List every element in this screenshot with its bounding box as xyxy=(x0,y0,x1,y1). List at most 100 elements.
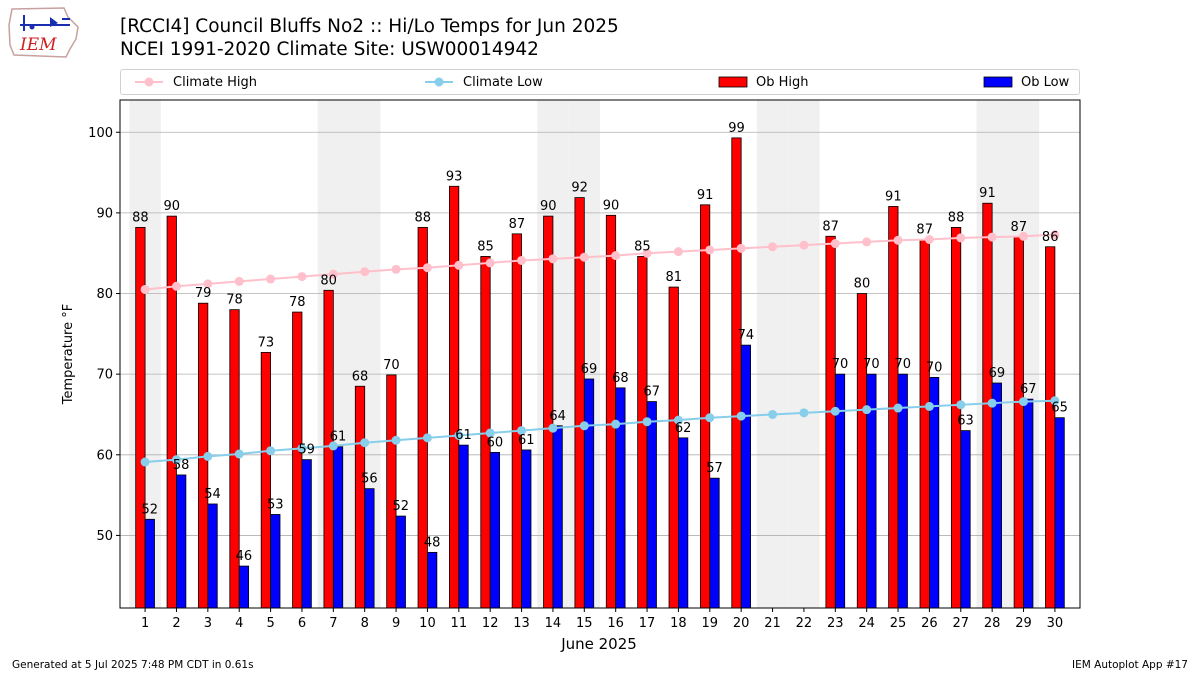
y-tick-label-80: 80 xyxy=(96,287,113,302)
climate-high-point-day-26 xyxy=(924,234,934,244)
ob-low-bar-day-30 xyxy=(1054,417,1065,609)
ob-high-bar-day-7 xyxy=(323,289,334,609)
ob-low-label-day-3: 54 xyxy=(204,487,221,502)
climate-low-point-day-7 xyxy=(328,441,338,451)
ob-high-label-day-13: 87 xyxy=(509,217,526,232)
climate-high-point-day-13 xyxy=(517,255,527,265)
climate-low-line xyxy=(145,399,1055,464)
climate-low-point-day-29 xyxy=(1019,397,1029,407)
ob-high-label-day-12: 85 xyxy=(477,239,494,254)
chart-legend: Climate High Climate Low Ob High Ob Low xyxy=(120,69,1080,95)
ob-low-label-day-8: 56 xyxy=(361,472,378,487)
ob-low-bar-day-26 xyxy=(929,376,940,609)
legend-ob-low: Ob Low xyxy=(983,70,1069,94)
footer-generated: Generated at 5 Jul 2025 7:48 PM CDT in 0… xyxy=(12,659,254,671)
ob-high-label-day-29: 87 xyxy=(1011,220,1028,235)
x-tick-label-10: 10 xyxy=(419,616,436,631)
ob-high-bar-day-2 xyxy=(166,215,177,609)
ob-high-label-day-17: 85 xyxy=(634,239,651,254)
ob-high-bar-day-10 xyxy=(417,227,428,609)
climate-low-point-day-21 xyxy=(768,409,778,419)
climate-low-point-day-28 xyxy=(987,398,997,408)
ob-high-label-day-4: 78 xyxy=(226,293,243,308)
ob-high-label-day-15: 92 xyxy=(571,181,588,196)
ob-low-bar-day-6 xyxy=(301,459,312,609)
climate-high-point-day-21 xyxy=(768,242,778,252)
ob-high-label-day-24: 80 xyxy=(854,277,871,292)
ob-high-bar-day-23 xyxy=(825,235,836,609)
footer-app: IEM Autoplot App #17 xyxy=(1072,659,1188,671)
weekend-shade-day-28 xyxy=(976,100,1008,608)
ob-low-bar-day-28 xyxy=(991,382,1002,609)
ob-high-bar-day-25 xyxy=(888,206,899,609)
ob-high-label-day-20: 99 xyxy=(728,121,745,136)
climate-low-point-day-8 xyxy=(360,438,370,448)
climate-low-point-day-15 xyxy=(579,421,589,431)
bars xyxy=(135,137,1065,609)
y-tick-label-70: 70 xyxy=(96,368,113,383)
climate-high-point-day-22 xyxy=(799,240,809,250)
ob-low-bar-day-4 xyxy=(238,565,250,609)
x-tick-label-7: 7 xyxy=(329,616,337,631)
climate-high-point-day-5 xyxy=(266,274,276,284)
ob-low-bar-day-17 xyxy=(646,401,657,609)
ob-high-label-day-11: 93 xyxy=(446,169,463,184)
climate-low-point-day-2 xyxy=(171,455,181,465)
climate-high-point-day-9 xyxy=(391,264,401,274)
weekend-shade-day-29 xyxy=(1007,100,1040,608)
ob-low-label-day-19: 57 xyxy=(706,461,723,476)
ob-high-bar-day-27 xyxy=(950,227,962,609)
x-tick-label-25: 25 xyxy=(890,616,907,631)
x-tick-label-12: 12 xyxy=(482,616,499,631)
legend-climate-low-swatch xyxy=(425,77,453,87)
iem-logo: IEM xyxy=(8,7,79,58)
ob-high-label-day-8: 68 xyxy=(352,369,369,384)
climate-high-point-day-24 xyxy=(862,237,872,247)
weekend-shade-day-21 xyxy=(756,100,789,608)
ob-high-bar-day-15 xyxy=(574,197,585,609)
climate-high-point-day-6 xyxy=(297,272,307,282)
x-tick-label-19: 19 xyxy=(702,616,719,631)
ob-low-label-day-23: 70 xyxy=(832,357,849,372)
legend-ob-high: Ob High xyxy=(718,70,809,94)
x-axis-label: June 2025 xyxy=(560,635,637,653)
ob-high-bar-day-28 xyxy=(982,202,993,609)
climate-high-point-day-27 xyxy=(956,233,966,243)
climate-high-point-day-14 xyxy=(548,254,558,264)
ob-high-label-day-2: 90 xyxy=(163,199,180,214)
legend-climate-high-label: Climate High xyxy=(173,74,258,90)
climate-high-point-day-10 xyxy=(422,263,432,273)
y-axis-label: Temperature °F xyxy=(61,304,76,405)
climate-low-point-day-30 xyxy=(1050,396,1060,406)
legend-ob-high-label: Ob High xyxy=(756,74,809,90)
x-tick-label-15: 15 xyxy=(576,616,593,631)
x-tick-label-22: 22 xyxy=(796,616,813,631)
ob-high-label-day-16: 90 xyxy=(603,198,620,213)
ob-low-label-day-28: 69 xyxy=(989,366,1006,381)
legend-climate-low: Climate Low xyxy=(423,70,543,94)
weekend-shade-day-15 xyxy=(568,100,600,608)
climate-high-point-day-11 xyxy=(454,260,464,270)
ob-low-label-day-10: 48 xyxy=(424,535,441,550)
climate-high-point-day-15 xyxy=(579,252,589,262)
ob-high-label-day-26: 87 xyxy=(916,222,933,237)
x-tick-label-11: 11 xyxy=(451,616,468,631)
data-labels: 88 52 90 58 79 54 78 46 73 53 78 59 80 61 68 56 70 52 88 48… xyxy=(132,121,1068,564)
ob-low-bar-day-29 xyxy=(1023,398,1034,609)
x-tick-label-24: 24 xyxy=(858,616,875,631)
legend-ob-low-label: Ob Low xyxy=(1021,74,1070,90)
climate-low-point-day-3 xyxy=(203,451,213,461)
x-tick-label-30: 30 xyxy=(1047,616,1064,631)
ob-low-bar-day-2 xyxy=(176,474,187,609)
x-tick-label-16: 16 xyxy=(607,616,624,631)
ob-high-bar-day-24 xyxy=(856,293,868,609)
ob-low-label-day-11: 61 xyxy=(455,428,472,443)
climate-high-point-day-16 xyxy=(611,251,621,261)
legend-climate-low-label: Climate Low xyxy=(463,74,543,90)
plot-frame xyxy=(119,99,1081,609)
ob-low-bar-day-11 xyxy=(458,444,469,609)
climate-high-point-day-3 xyxy=(203,279,213,289)
climate-low-point-day-20 xyxy=(736,411,746,421)
ob-low-bar-day-8 xyxy=(364,488,375,609)
climate-low-point-day-5 xyxy=(266,446,276,456)
